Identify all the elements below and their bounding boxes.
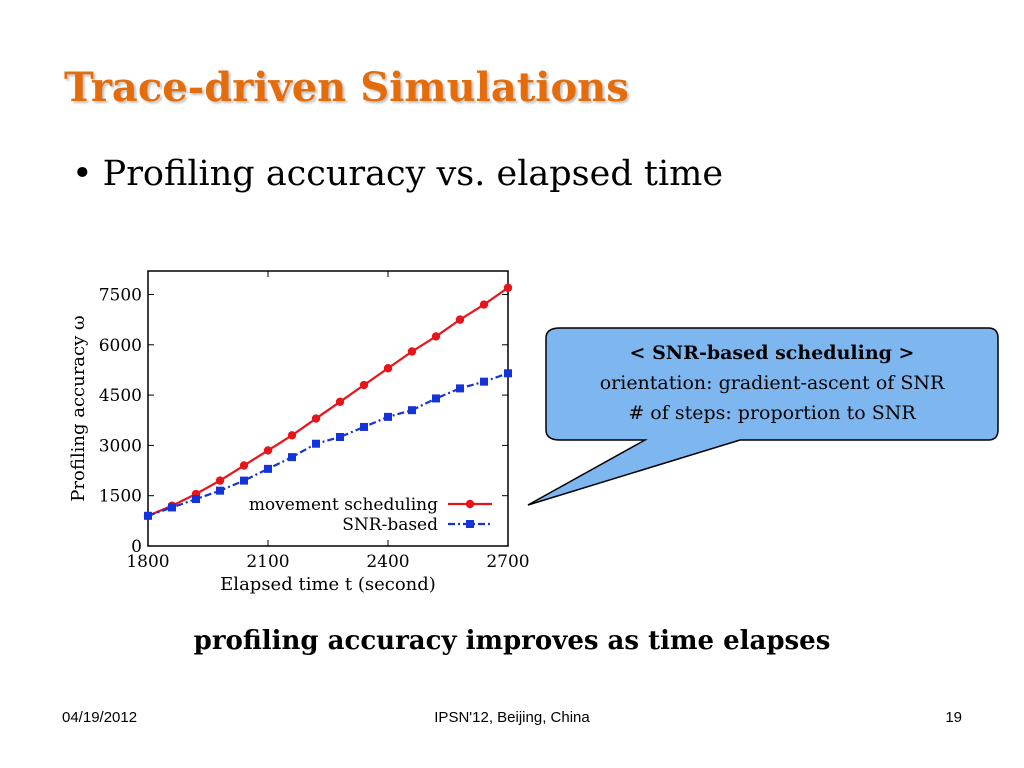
- data-point: [215, 476, 225, 485]
- y-tick-label: 6000: [99, 336, 142, 356]
- legend-marker: [466, 520, 474, 528]
- data-point: [432, 394, 440, 403]
- x-axis-label: Elapsed time t (second): [220, 574, 436, 595]
- callout-bubble: [527, 327, 999, 506]
- data-point: [287, 431, 297, 440]
- bullet-item: • Profiling accuracy vs. elapsed time: [72, 154, 723, 194]
- legend-label: SNR-based: [342, 515, 438, 535]
- data-point: [456, 384, 464, 393]
- data-point: [240, 476, 248, 485]
- x-tick-label: 1800: [126, 552, 169, 572]
- data-point: [407, 347, 417, 356]
- data-point: [216, 486, 224, 495]
- data-point: [384, 412, 392, 421]
- data-point: [336, 433, 344, 442]
- data-point: [311, 414, 321, 423]
- data-point: [479, 300, 489, 309]
- data-point: [408, 406, 416, 415]
- conclusion-text: profiling accuracy improves as time elap…: [193, 626, 831, 656]
- data-point: [503, 283, 513, 292]
- data-point: [168, 503, 176, 512]
- callout-line-steps: # of steps: proportion to SNR: [628, 402, 916, 424]
- footer-date: 04/19/2012: [62, 709, 138, 726]
- data-point: [288, 453, 296, 462]
- callout-line-orientation: orientation: gradient-ascent of SNR: [599, 372, 945, 394]
- data-point: [239, 461, 249, 470]
- data-point: [359, 380, 369, 390]
- y-tick-label: 1500: [99, 487, 142, 507]
- accuracy-chart: 1800 2100 2400 2700 0 1500 3000 4500 6000 7500 Ela…: [68, 270, 530, 595]
- plot-frame: [147, 270, 509, 547]
- data-point: [192, 495, 200, 504]
- series-line-snr-based: [147, 372, 509, 517]
- footer-page-number: 19: [945, 709, 962, 726]
- slide-title: Trace-driven Simulations: [64, 64, 629, 111]
- legend-marker: [465, 499, 475, 509]
- footer-venue: IPSN'12, Beijing, China: [434, 709, 590, 726]
- data-point: [144, 511, 152, 520]
- legend-label: movement scheduling: [249, 495, 438, 515]
- data-point: [360, 422, 368, 431]
- x-tick-label: 2700: [486, 552, 529, 572]
- y-tick-label: 3000: [99, 436, 142, 456]
- data-point: [312, 439, 320, 448]
- y-tick-label: 7500: [99, 285, 142, 305]
- data-point: [504, 369, 512, 378]
- data-point: [335, 397, 345, 406]
- data-point: [264, 464, 272, 473]
- data-point: [455, 315, 465, 324]
- y-tick-label: 0: [131, 537, 142, 557]
- data-point: [383, 364, 393, 373]
- data-point: [480, 377, 488, 386]
- callout-text: < SNR-based scheduling > orientation: gr…: [546, 338, 998, 428]
- x-tick-label: 2100: [246, 552, 289, 572]
- callout-heading: < SNR-based scheduling >: [629, 342, 915, 364]
- bullet-text: Profiling accuracy vs. elapsed time: [102, 154, 724, 194]
- series-line-movement-scheduling: [147, 286, 509, 517]
- y-tick-label: 4500: [99, 386, 142, 406]
- y-axis-label: Profiling accuracy ω: [68, 315, 89, 501]
- data-point: [263, 446, 273, 455]
- data-point: [431, 332, 441, 341]
- bullet-symbol: •: [72, 154, 93, 194]
- x-tick-label: 2400: [366, 552, 409, 572]
